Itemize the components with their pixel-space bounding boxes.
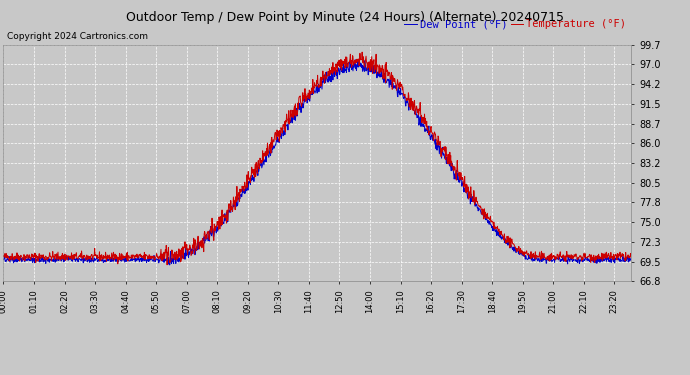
Line: Dew Point (°F): Dew Point (°F) xyxy=(3,60,631,265)
Temperature (°F) xyxy=(139,254,147,259)
Temperature (°F) xyxy=(627,253,635,258)
Temperature (°F) xyxy=(358,50,366,54)
Temperature (°F) xyxy=(210,238,218,243)
Dew Point (°F) xyxy=(627,259,635,263)
Dew Point (°F) xyxy=(0,257,8,262)
Temperature (°F) xyxy=(416,100,424,105)
Temperature (°F) xyxy=(163,262,171,267)
Text: Copyright 2024 Cartronics.com: Copyright 2024 Cartronics.com xyxy=(7,32,148,41)
Dew Point (°F) xyxy=(351,57,359,62)
Dew Point (°F) xyxy=(166,263,174,267)
Dew Point (°F) xyxy=(124,257,132,261)
Temperature (°F) xyxy=(124,259,132,263)
Temperature (°F) xyxy=(0,254,8,258)
Temperature (°F) xyxy=(498,232,506,237)
Dew Point (°F) xyxy=(498,234,506,239)
Line: Temperature (°F): Temperature (°F) xyxy=(3,52,631,265)
Dew Point (°F) xyxy=(416,114,424,119)
Legend: Dew Point (°F), Temperature (°F): Dew Point (°F), Temperature (°F) xyxy=(404,20,626,30)
Text: Outdoor Temp / Dew Point by Minute (24 Hours) (Alternate) 20240715: Outdoor Temp / Dew Point by Minute (24 H… xyxy=(126,11,564,24)
Dew Point (°F) xyxy=(553,255,562,260)
Dew Point (°F) xyxy=(210,235,218,239)
Dew Point (°F) xyxy=(139,255,147,260)
Temperature (°F) xyxy=(553,252,562,257)
